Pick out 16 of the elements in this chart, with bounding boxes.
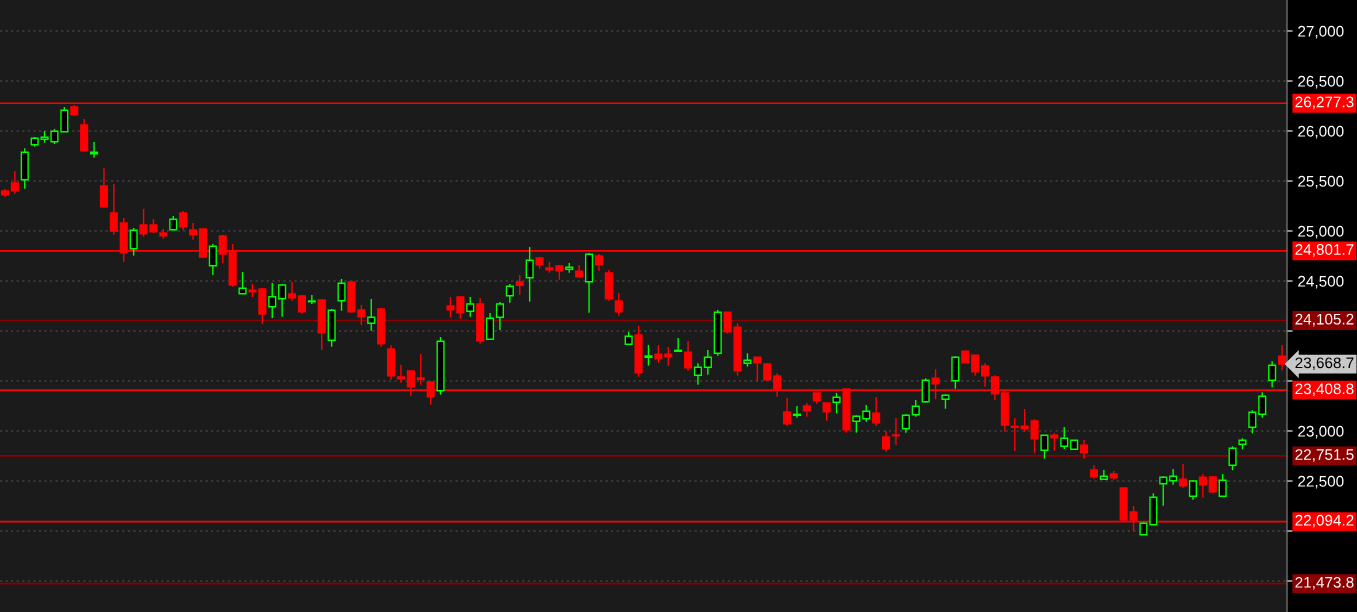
y-tick-label: 26,000 (1298, 125, 1344, 139)
ref-line-label: 21,473.8 (1295, 576, 1354, 590)
y-tick-label: 25,500 (1298, 175, 1344, 189)
ref-line-label: 22,751.5 (1295, 449, 1354, 462)
y-tick-label: 26,500 (1298, 75, 1344, 89)
y-tick-label: 23,000 (1298, 425, 1344, 439)
ref-line-label: 24,105.2 (1295, 313, 1354, 327)
y-tick-label: 25,000 (1298, 225, 1344, 239)
ref-line-label: 23,408.8 (1295, 383, 1354, 397)
y-tick-label: 22,500 (1298, 475, 1344, 489)
y-tick-label: 27,000 (1298, 25, 1344, 39)
y-tick-label: 24,500 (1298, 275, 1344, 289)
ref-line-label: 26,277.3 (1295, 96, 1354, 110)
text: 23,668.7 (1295, 357, 1354, 371)
ref-line-label: 24,801.7 (1295, 244, 1354, 257)
ref-line-label: 22,094.2 (1295, 514, 1354, 528)
